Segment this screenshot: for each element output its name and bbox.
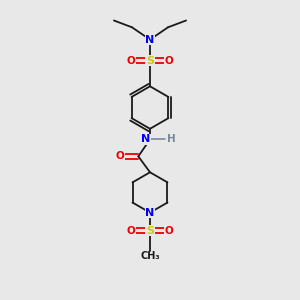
- Text: O: O: [165, 226, 173, 236]
- Text: CH₃: CH₃: [140, 251, 160, 261]
- Text: S: S: [146, 56, 154, 66]
- Text: H: H: [167, 134, 176, 144]
- Text: N: N: [146, 208, 154, 218]
- Text: S: S: [146, 226, 154, 236]
- Text: O: O: [165, 56, 173, 66]
- Text: O: O: [116, 152, 125, 161]
- Text: N: N: [141, 134, 150, 144]
- Text: O: O: [127, 226, 135, 236]
- Text: N: N: [146, 34, 154, 45]
- Text: O: O: [127, 56, 135, 66]
